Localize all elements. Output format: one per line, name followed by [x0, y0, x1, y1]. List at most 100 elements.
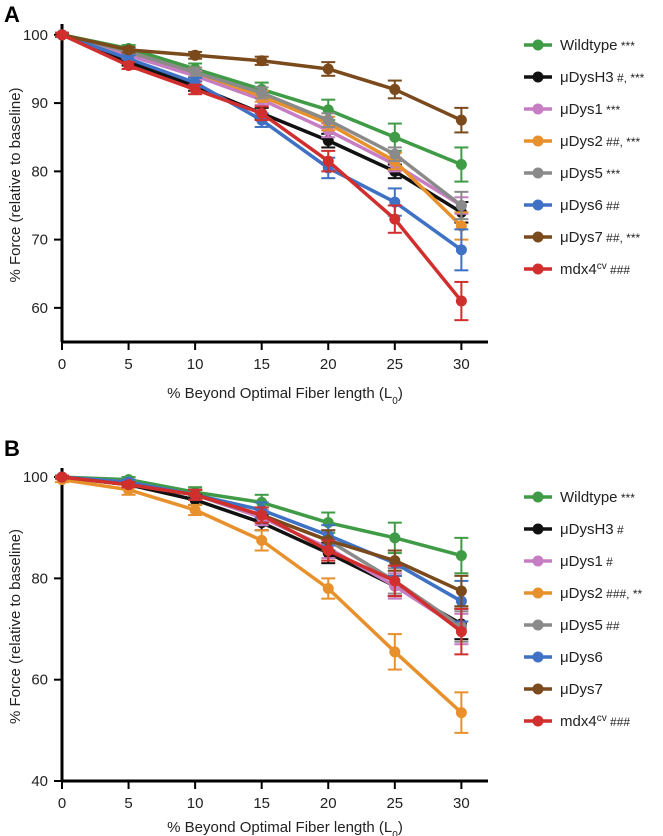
legend-label: μDys1 # [560, 553, 613, 570]
legend-name: μDys6 [560, 649, 603, 666]
legend-label: μDys2 ###, ** [560, 585, 643, 602]
panel-label: A [4, 2, 20, 27]
data-point [322, 545, 334, 557]
legend-significance: *** [618, 491, 636, 505]
legend-label: μDys2 ##, *** [560, 133, 641, 150]
y-tick-label: 80 [31, 570, 48, 587]
legend-name: μDys1 [560, 553, 603, 570]
data-point [123, 60, 135, 72]
y-tick-label: 100 [23, 27, 48, 44]
data-point [389, 575, 401, 587]
legend-significance: ### [607, 263, 631, 277]
legend-label: μDys6 ## [560, 197, 620, 214]
legend-significance: *** [603, 103, 621, 117]
legend-label: mdx4cv ### [560, 713, 630, 731]
data-point [389, 555, 401, 567]
x-tick-label: 30 [453, 795, 470, 812]
legend-name: μDysH3 [560, 521, 614, 538]
legend-superscript: cv [597, 261, 607, 272]
legend-name: μDys5 [560, 165, 603, 182]
legend-name: μDys2 [560, 133, 603, 150]
data-point [123, 479, 135, 491]
series-line [61, 33, 463, 252]
series-7 [55, 29, 469, 322]
legend-item: μDys5 ## [524, 617, 620, 634]
legend-name: μDys1 [560, 101, 603, 118]
x-tick-label: 25 [386, 795, 403, 812]
legend-item: μDysH3 # [524, 521, 624, 538]
data-point [189, 83, 201, 95]
data-point [389, 532, 401, 544]
legend-item: μDys1 *** [524, 101, 621, 118]
x-axis-title: % Beyond Optimal Fiber length (L0) [167, 385, 403, 407]
series-7 [55, 471, 469, 656]
legend-significance: # [614, 523, 624, 537]
x-tick-label: 20 [320, 356, 337, 373]
legend-swatch-marker [532, 715, 544, 727]
legend-item: μDys7 ##, *** [524, 229, 641, 246]
legend-name: μDys7 [560, 681, 603, 698]
legend-item: μDys6 ## [524, 197, 620, 214]
data-point [123, 44, 135, 56]
y-tick-label: 100 [23, 469, 48, 486]
data-point [322, 155, 334, 167]
panel-b: B 0 5 10 15 20 25 30 40 60 80 100 % Beyond Optimal F… [4, 436, 643, 836]
legend-swatch-marker [532, 619, 544, 631]
legend-item: μDys7 [524, 681, 603, 698]
legend-name: μDys7 [560, 229, 603, 246]
legend-swatch-marker [532, 39, 544, 51]
legend-name: Wildtype [560, 489, 618, 506]
data-point [322, 583, 334, 595]
data-point [455, 550, 467, 562]
legend-name: μDys5 [560, 617, 603, 634]
data-point [455, 199, 467, 211]
legend-significance: ###, ** [603, 587, 643, 601]
legend-name: μDys2 [560, 585, 603, 602]
legend-label: Wildtype *** [560, 37, 635, 54]
y-tick-label: 90 [31, 95, 48, 112]
legend-significance: ## [603, 619, 620, 633]
x-tick-label: 25 [386, 356, 403, 373]
legend-item: Wildtype *** [524, 37, 635, 54]
legend-swatch-marker [532, 231, 544, 243]
x-tick-label: 15 [253, 795, 270, 812]
data-point [455, 159, 467, 171]
legend-swatch-marker [532, 103, 544, 115]
legend-label: μDys5 *** [560, 165, 621, 182]
legend-swatch-marker [532, 555, 544, 567]
x-axis-title-subscript: 0 [392, 396, 398, 407]
data-point [389, 646, 401, 658]
legend-item: Wildtype *** [524, 489, 635, 506]
data-point [256, 55, 268, 67]
legend-label: mdx4cv ### [560, 261, 630, 279]
data-point [256, 107, 268, 119]
data-point [455, 707, 467, 719]
data-point [256, 534, 268, 546]
data-point [455, 244, 467, 256]
y-axis-title: % Force (relative to baseline) [7, 529, 24, 724]
legend-item: μDysH3 #, *** [524, 69, 645, 86]
legend-label: μDys6 [560, 649, 603, 666]
data-point [455, 114, 467, 126]
legend-significance: ### [607, 715, 631, 729]
data-point [256, 87, 268, 99]
legend-label: μDys5 ## [560, 617, 620, 634]
x-tick-label: 5 [124, 356, 132, 373]
y-tick-label: 80 [31, 163, 48, 180]
legend-name: mdx4 [560, 713, 597, 730]
legend-swatch-marker [532, 199, 544, 211]
y-axis-title: % Force (relative to baseline) [7, 87, 24, 282]
data-point [389, 131, 401, 143]
legend-label: μDys1 *** [560, 101, 621, 118]
legend-label: μDys7 [560, 681, 603, 698]
panel-a: A 0 5 10 15 20 25 30 60 70 80 90 100 % Beyond Optimal… [4, 2, 645, 407]
legend-significance: *** [618, 39, 636, 53]
legend-label: μDysH3 # [560, 521, 624, 538]
panel-label: B [4, 436, 20, 461]
legend-name: mdx4 [560, 261, 597, 278]
legend-swatch-marker [532, 71, 544, 83]
legend-label: μDysH3 #, *** [560, 69, 645, 86]
legend-significance: #, *** [614, 71, 645, 85]
data-point [56, 471, 68, 483]
